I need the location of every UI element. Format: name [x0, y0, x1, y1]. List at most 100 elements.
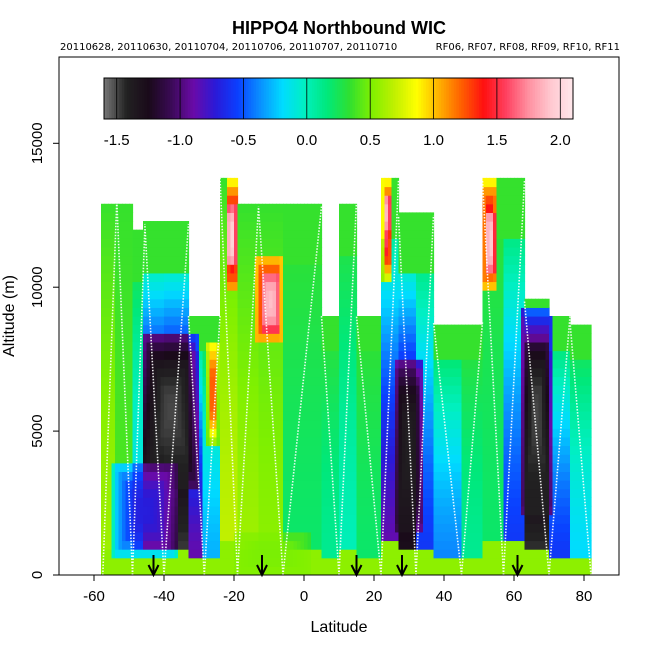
heatmap-cell: [195, 376, 200, 386]
heatmap-cell: [150, 324, 155, 334]
heatmap-cell: [332, 557, 337, 567]
heatmap-cell: [321, 505, 326, 516]
heatmap-cell: [458, 359, 463, 369]
heatmap-cell: [409, 402, 414, 412]
heatmap-cell: [412, 281, 417, 291]
heatmap-cell: [311, 514, 316, 524]
heatmap-cell: [174, 333, 179, 343]
heatmap-cell: [104, 462, 109, 472]
heatmap-cell: [237, 272, 242, 283]
heatmap-cell: [318, 540, 323, 550]
heatmap-cell: [153, 316, 158, 326]
heatmap-cell: [542, 436, 547, 447]
heatmap-cell: [384, 290, 389, 300]
heatmap-cell: [213, 410, 218, 421]
heatmap-cell: [507, 307, 512, 317]
heatmap-cell: [237, 229, 242, 239]
heatmap-cell: [482, 557, 487, 567]
heatmap-cell: [150, 367, 155, 378]
heatmap-cell: [223, 462, 228, 472]
heatmap-cell: [290, 221, 295, 231]
heatmap-cell: [269, 523, 274, 533]
heatmap-cell: [444, 549, 449, 559]
heatmap-cell: [430, 264, 435, 274]
heatmap-cell: [216, 497, 221, 507]
heatmap-cell: [454, 471, 459, 481]
heatmap-cell: [311, 393, 316, 403]
heatmap-cell: [150, 402, 155, 412]
heatmap-cell: [416, 566, 421, 575]
heatmap-cell: [419, 531, 424, 542]
heatmap-cell: [122, 290, 127, 300]
heatmap-cell: [388, 462, 393, 472]
heatmap-cell: [461, 531, 466, 542]
heatmap-cell: [444, 540, 449, 550]
heatmap-cell: [465, 462, 470, 472]
heatmap-cell: [545, 436, 550, 447]
heatmap-cell: [430, 445, 435, 455]
heatmap-cell: [181, 393, 186, 403]
heatmap-cell: [276, 203, 281, 213]
heatmap-cell: [230, 445, 235, 455]
heatmap-cell: [153, 298, 158, 308]
heatmap-cell: [482, 272, 487, 283]
heatmap-cell: [276, 316, 281, 326]
heatmap-cell: [160, 436, 165, 447]
heatmap-cell: [521, 428, 526, 438]
heatmap-cell: [381, 359, 386, 369]
heatmap-cell: [342, 298, 347, 308]
heatmap-cell: [353, 497, 358, 507]
heatmap-cell: [132, 367, 137, 378]
heatmap-cell: [409, 540, 414, 550]
heatmap-cell: [129, 212, 134, 222]
heatmap-cell: [426, 549, 431, 559]
heatmap-cell: [318, 566, 323, 575]
heatmap-cell: [297, 462, 302, 472]
heatmap-cell: [248, 402, 253, 412]
heatmap-cell: [517, 376, 522, 386]
heatmap-cell: [346, 393, 351, 403]
heatmap-cell: [391, 445, 396, 455]
heatmap-cell: [328, 566, 333, 575]
heatmap-cell: [206, 324, 211, 334]
heatmap-cell: [286, 246, 291, 257]
heatmap-cell: [125, 488, 130, 498]
heatmap-cell: [157, 307, 162, 317]
heatmap-cell: [111, 566, 116, 575]
heatmap-cell: [363, 497, 368, 507]
heatmap-cell: [538, 307, 543, 317]
heatmap-cell: [363, 523, 368, 533]
chart-subtitle-dates: 20110628, 20110630, 20110704, 20110706, …: [60, 42, 397, 53]
heatmap-cell: [353, 350, 358, 360]
heatmap-cell: [416, 488, 421, 498]
heatmap-cell: [433, 385, 438, 395]
heatmap-cell: [125, 238, 130, 248]
heatmap-cell: [426, 436, 431, 447]
heatmap-cell: [496, 316, 501, 326]
heatmap-cell: [178, 307, 183, 317]
heatmap-cell: [143, 549, 148, 559]
heatmap-cell: [486, 505, 491, 516]
heatmap-cell: [405, 221, 410, 231]
heatmap-cell: [104, 264, 109, 274]
heatmap-cell: [451, 393, 456, 403]
heatmap-cell: [272, 272, 277, 283]
heatmap-cell: [265, 480, 270, 490]
heatmap-cell: [192, 480, 197, 490]
heatmap-cell: [384, 272, 389, 283]
heatmap-cell: [297, 298, 302, 308]
heatmap-cell: [307, 341, 312, 352]
heatmap-cell: [433, 514, 438, 524]
heatmap-cell: [423, 462, 428, 472]
heatmap-cell: [500, 341, 505, 352]
heatmap-cell: [321, 402, 326, 412]
heatmap-cell: [307, 350, 312, 360]
heatmap-cell: [538, 393, 543, 403]
heatmap-cell: [451, 531, 456, 542]
heatmap-cell: [307, 359, 312, 369]
heatmap-cell: [430, 359, 435, 369]
heatmap-cell: [255, 316, 260, 326]
heatmap-cell: [283, 523, 288, 533]
heatmap-cell: [493, 290, 498, 300]
heatmap-cell: [136, 376, 141, 386]
